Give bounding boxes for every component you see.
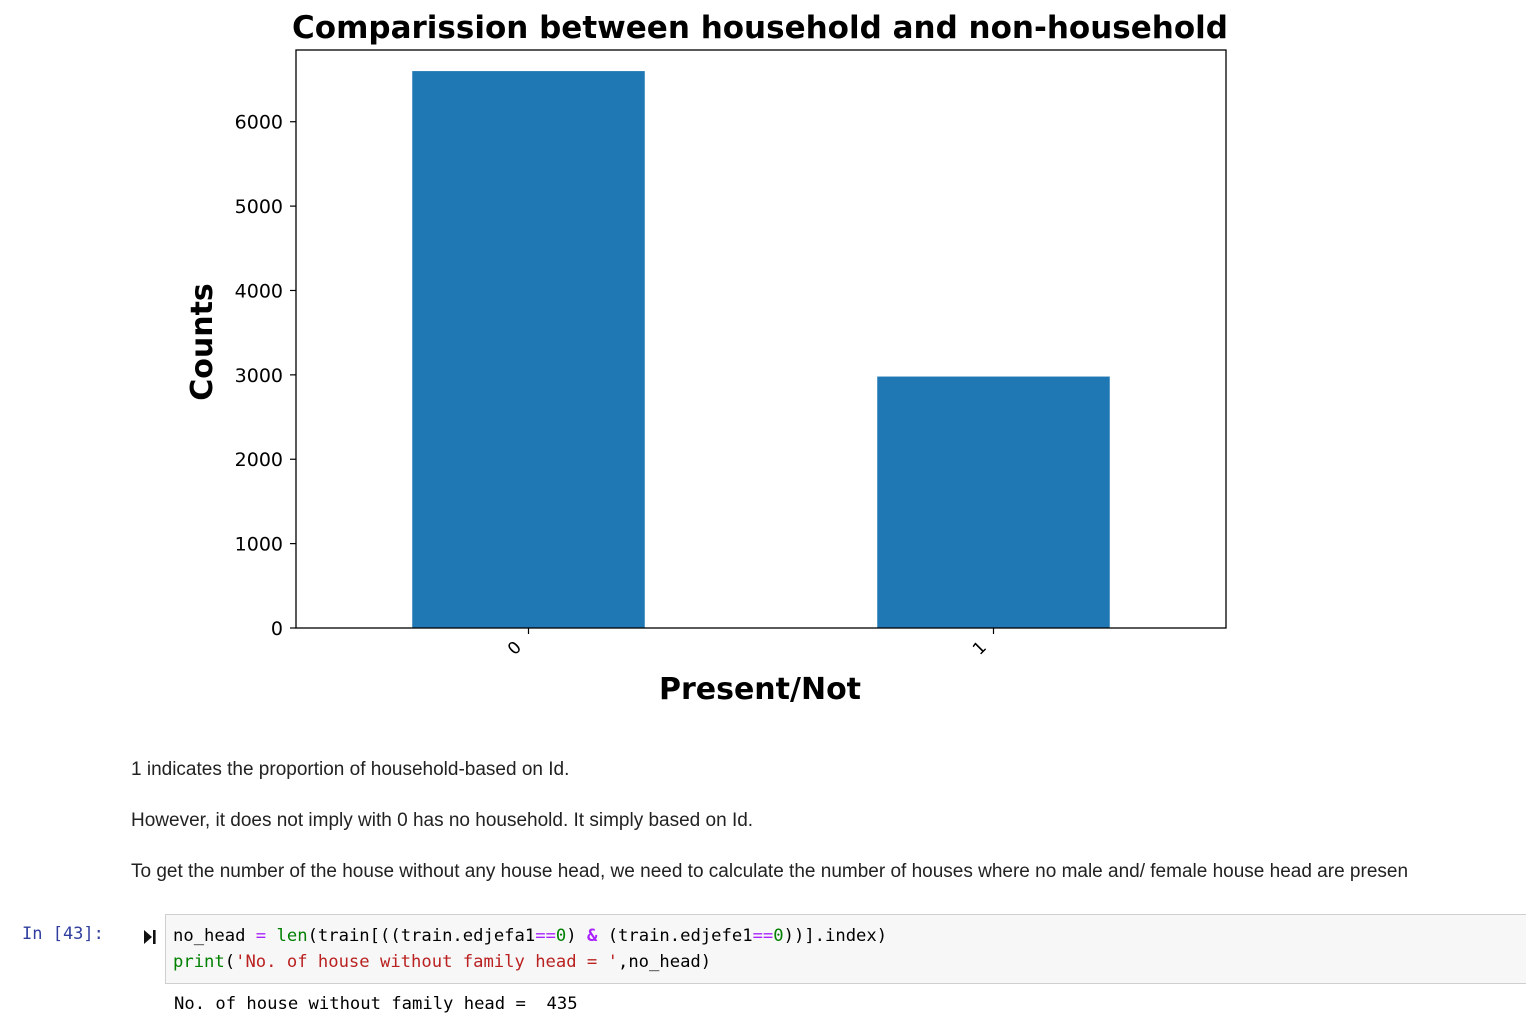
run-cell-icon[interactable]	[143, 928, 157, 946]
y-tick-label: 1000	[235, 534, 283, 556]
x-axis-label: Present/Not	[659, 672, 861, 707]
code-editor[interactable]: no_head = len(train[((train.edjefa1==0) …	[173, 926, 888, 972]
y-tick-label: 0	[271, 618, 283, 640]
markdown-paragraph-3: To get the number of the house without a…	[131, 861, 1409, 882]
x-tick-label: 0	[504, 638, 526, 660]
chart-title: Comparission between household and non-h…	[292, 10, 1228, 46]
bar-0	[412, 71, 645, 628]
y-tick-label: 4000	[235, 280, 283, 302]
plot-area: 0 1 0 1000 2000 3000 4000 5000 6000	[235, 71, 1110, 659]
cell-prompt: In [43]:	[22, 924, 104, 944]
y-tick-label: 2000	[235, 449, 283, 471]
bar-chart: Comparission between household and non-h…	[185, 10, 1228, 707]
code-cell-input[interactable]: no_head = len(train[((train.edjefa1==0) …	[165, 914, 1526, 984]
y-axis-label: Counts	[185, 283, 220, 401]
markdown-paragraph-1: 1 indicates the proportion of household-…	[131, 759, 570, 780]
cell-output: No. of house without family head = 435	[174, 994, 578, 1014]
axes-frame	[295, 49, 1227, 629]
y-tick-label: 5000	[235, 196, 283, 218]
y-tick-label: 6000	[235, 112, 283, 134]
y-tick-label: 3000	[235, 365, 283, 387]
bar-1	[877, 376, 1110, 628]
markdown-paragraph-2: However, it does not imply with 0 has no…	[131, 810, 754, 831]
x-tick-label: 1	[969, 638, 991, 660]
